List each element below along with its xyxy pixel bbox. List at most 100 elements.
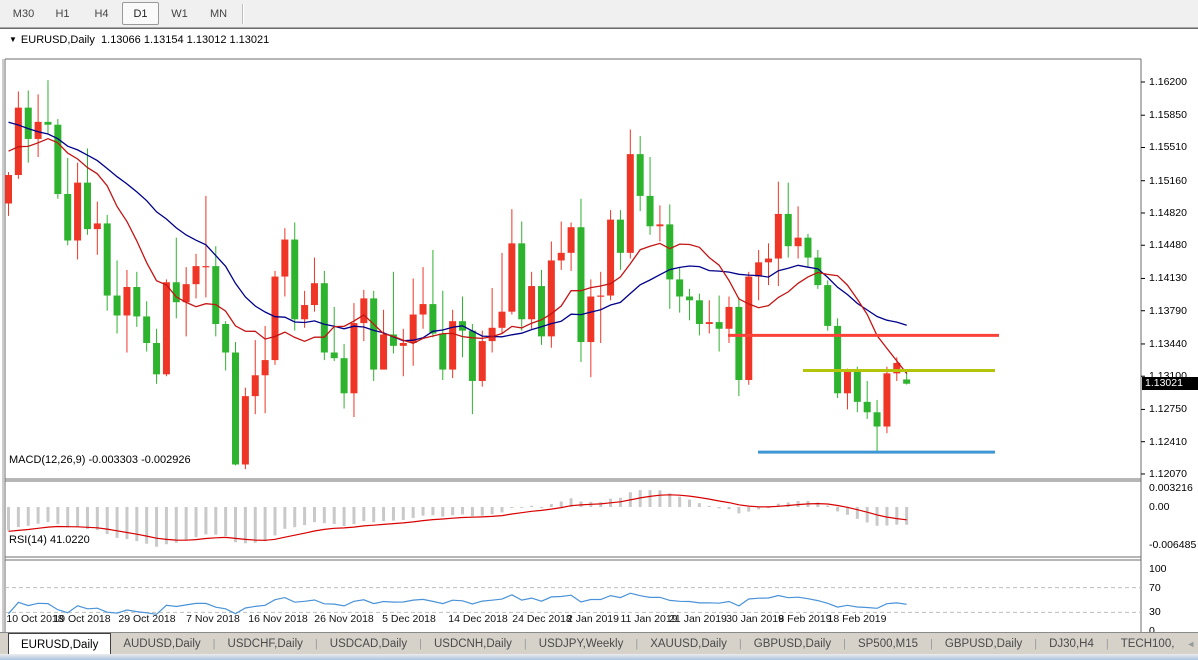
candle-body (804, 237, 812, 258)
candle-body (893, 362, 901, 374)
current-price-badge: 1.13021 (1142, 377, 1198, 391)
candle-body (755, 262, 763, 277)
macd-signal-line (8, 494, 907, 541)
timeframe-button-h1[interactable]: H1 (55, 7, 70, 20)
symbol-tab-gbpusd-daily[interactable]: GBPUSD,Daily (944, 638, 1023, 650)
macd-histogram-bar (95, 507, 99, 531)
macd-histogram-bar (569, 498, 573, 507)
timeframe-toolbar: M30 H1 H4 D1 W1 MN (0, 0, 1198, 28)
macd-histogram-bar (105, 507, 109, 535)
ma-fast-line (8, 137, 908, 374)
symbol-tab-dj30-h4[interactable]: DJ30,H4 (1049, 638, 1094, 650)
macd-histogram-bar (421, 507, 425, 516)
macd-histogram-bar (174, 507, 178, 543)
candle-body (725, 306, 733, 329)
price-tick-label: 1.14480 (1149, 239, 1187, 252)
symbol-tab-gbpusd-daily[interactable]: GBPUSD,Daily (753, 638, 832, 650)
macd-histogram-bar (727, 507, 731, 510)
chart-dropdown-icon[interactable]: ▼ (9, 35, 17, 44)
price-tick-label: 1.13440 (1149, 337, 1187, 350)
macd-histogram-bar (214, 507, 218, 535)
timeframe-button-h4[interactable]: H4 (94, 7, 109, 20)
symbol-tab-xauusd-daily[interactable]: XAUUSD,Daily (650, 638, 727, 650)
price-tick-label: 1.14130 (1149, 272, 1187, 285)
rsi-line (8, 592, 907, 615)
candle-body (24, 107, 32, 139)
macd-histogram-bar (520, 507, 524, 508)
macd-histogram-bar (737, 507, 741, 514)
timeframe-button-mn[interactable]: MN (209, 7, 228, 20)
candle-body (715, 322, 723, 329)
macd-histogram-bar (56, 507, 60, 524)
candle-body (646, 195, 654, 227)
candle-body (508, 243, 516, 312)
macd-histogram-bar (66, 507, 70, 528)
candle-body (310, 283, 318, 306)
date-label: 2 Jan 2019 (567, 613, 619, 625)
tab-separator: | (930, 638, 933, 650)
candle-body (162, 282, 170, 375)
candle-body (380, 334, 388, 370)
symbol-tab-eurusd-daily[interactable]: EURUSD,Daily (8, 633, 112, 655)
macd-histogram-bar (352, 507, 356, 525)
macd-histogram-bar (707, 505, 711, 507)
candle-body (113, 295, 121, 316)
macd-histogram-bar (530, 505, 534, 507)
candle-body (607, 219, 615, 296)
macd-histogram-bar (115, 507, 119, 538)
date-label: 11 Jan 2019 (620, 613, 678, 625)
macd-histogram-bar (411, 507, 415, 518)
macd-histogram-bar (164, 507, 168, 545)
date-label: 18 Feb 2019 (827, 613, 887, 625)
timeframe-button-w1[interactable]: W1 (171, 7, 188, 20)
macd-histogram-bar (391, 507, 395, 521)
price-chart-canvas[interactable] (0, 29, 1198, 633)
macd-histogram-bar (500, 507, 504, 513)
candle-body (192, 266, 200, 285)
symbol-tab-usdjpy-weekly[interactable]: USDJPY,Weekly (538, 638, 624, 650)
macd-histogram-bar (451, 507, 455, 516)
tab-scroll-left-icon[interactable]: ◄ (1186, 639, 1196, 649)
candle-body (498, 311, 506, 328)
timeframe-button-d1[interactable]: D1 (122, 2, 159, 25)
timeframe-button-m30[interactable]: M30 (12, 7, 35, 20)
macd-histogram-bar (382, 507, 386, 522)
candle-body (153, 343, 161, 375)
candle-body (340, 358, 348, 394)
candle-body (143, 316, 151, 343)
candle-body (705, 322, 713, 325)
macd-histogram-bar (826, 505, 830, 507)
tab-separator: | (1105, 638, 1109, 650)
macd-histogram-bar (776, 503, 780, 507)
symbol-tab-tech100-[interactable]: TECH100, (1120, 638, 1175, 650)
candle-body (449, 321, 457, 370)
macd-histogram-bar (648, 490, 652, 507)
candle-body (14, 107, 22, 176)
symbol-tab-usdcnh-daily[interactable]: USDCNH,Daily (433, 638, 512, 650)
macd-histogram-bar (76, 507, 80, 528)
macd-histogram-bar (688, 499, 692, 507)
candle-body (784, 213, 792, 247)
symbol-tab-audusd-daily[interactable]: AUDUSD,Daily (123, 638, 201, 650)
candle-body (528, 286, 536, 320)
macd-histogram-bar (865, 507, 869, 523)
macd-histogram-bar (885, 507, 889, 526)
tab-separator: | (212, 638, 216, 650)
macd-histogram-bar (36, 507, 40, 524)
macd-histogram-bar (253, 507, 257, 543)
symbol-tab-usdchf-daily[interactable]: USDCHF,Daily (227, 638, 303, 650)
macd-name: MACD(12,26,9) (9, 454, 86, 466)
candle-body (202, 266, 210, 268)
macd-histogram-bar (549, 504, 553, 507)
price-tick-label: 1.15160 (1149, 174, 1187, 187)
symbol-tab-usdcad-daily[interactable]: USDCAD,Daily (329, 638, 408, 650)
ma-slow-line (8, 121, 907, 342)
macd-histogram-bar (243, 507, 247, 544)
macd-histogram-bar (234, 507, 238, 543)
candle-body (330, 352, 338, 359)
macd-histogram-bar (599, 502, 603, 507)
macd-histogram-bar (224, 507, 228, 537)
chart-title: ▼ EURUSD,Daily 1.13066 1.13154 1.13012 1.… (9, 34, 269, 46)
rsi-name: RSI(14) (9, 534, 47, 546)
symbol-tab-sp500-m15[interactable]: SP500,M15 (857, 638, 919, 650)
